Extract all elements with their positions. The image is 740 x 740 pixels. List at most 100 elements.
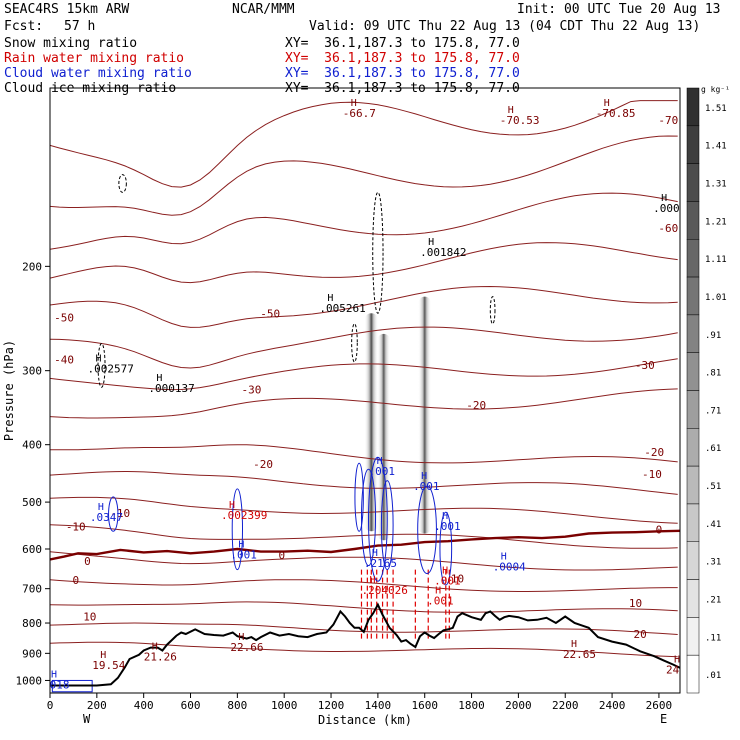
colorbar-segment xyxy=(686,390,700,429)
contour-label: 20 xyxy=(634,628,647,641)
extremum-label: .018 xyxy=(43,679,70,692)
extremum-label: .001 xyxy=(413,480,440,493)
temperature-contour xyxy=(50,496,678,524)
y-tick-label: 600 xyxy=(22,543,42,556)
high-marker: H xyxy=(661,193,667,204)
temperature-contour xyxy=(50,242,678,284)
high-marker: H xyxy=(442,566,448,577)
cloud-water-contour xyxy=(354,462,364,532)
extremum-label: 19.54 xyxy=(92,659,125,672)
contour-label: -10 xyxy=(642,468,662,481)
extremum-label: .002577 xyxy=(88,362,134,375)
colorbar-segment xyxy=(686,314,700,353)
terrain-line xyxy=(50,602,680,687)
contour-label: -30 xyxy=(635,359,655,372)
contour-label: -40 xyxy=(54,354,74,367)
cloud-ice-contour xyxy=(489,296,496,325)
xy-rain: XY= 36.1,187.3 to 175.8, 77.0 xyxy=(285,51,520,66)
temperature-contour xyxy=(50,551,678,571)
y-tick-label: 300 xyxy=(22,365,42,378)
colorbar-segment xyxy=(686,617,700,656)
extremum-label: 22.66 xyxy=(230,641,263,654)
y-axis-title: Pressure (hPa) xyxy=(2,340,16,441)
contour-label: -10 xyxy=(66,520,86,533)
high-marker: H xyxy=(372,548,378,559)
contour-label: 0 xyxy=(656,524,663,537)
high-marker: H xyxy=(571,639,577,650)
x-tick-label: 2000 xyxy=(505,699,532,712)
contour-label: -50 xyxy=(260,308,280,321)
contour-label: -20 xyxy=(644,446,664,459)
field-name-rain: Rain water mixing ratio xyxy=(4,51,185,66)
cloud-water-contour xyxy=(360,468,377,567)
model-name: SEAC4RS 15km ARW xyxy=(4,2,130,17)
cloud-water-contour xyxy=(417,485,437,575)
contour-label: 0 xyxy=(72,574,79,587)
cloud-water-contour xyxy=(368,456,388,582)
contour-label: -50 xyxy=(54,312,74,325)
contour-label: -60 xyxy=(658,222,678,235)
contour-label: 10 xyxy=(83,610,96,623)
colorbar-label: .41 xyxy=(705,520,721,530)
colorbar-label: 1.31 xyxy=(705,180,727,190)
x-tick-label: 400 xyxy=(134,699,154,712)
extremum-label: .204026 xyxy=(362,584,408,597)
high-marker: H xyxy=(152,642,158,653)
extremum-label: .0004 xyxy=(493,560,526,573)
extremum-label: .0347 xyxy=(90,511,123,524)
high-marker: H xyxy=(428,237,434,248)
extremum-label: -70.85 xyxy=(596,107,636,120)
temperature-contour xyxy=(50,444,678,464)
temperature-contour xyxy=(50,641,678,658)
contour-label: -20 xyxy=(466,399,486,412)
temperature-contour xyxy=(50,358,678,391)
cloud-ice-contour xyxy=(351,323,358,363)
colorbar-segment xyxy=(686,541,700,580)
extremum-label: .001 xyxy=(434,520,461,533)
cloud-ice-contour xyxy=(372,191,384,314)
field-name-snow: Snow mixing ratio xyxy=(4,36,138,51)
west-label: W xyxy=(83,712,91,726)
high-marker: H xyxy=(435,585,441,596)
contour-label: -70 xyxy=(658,114,678,127)
y-tick-label: 500 xyxy=(22,496,42,509)
extremum-label: .001842 xyxy=(420,246,466,259)
high-marker: H xyxy=(51,670,57,681)
high-marker: H xyxy=(96,353,102,364)
y-tick-label: 700 xyxy=(22,583,42,596)
zero-isotherm xyxy=(50,529,680,561)
cloud-ice-contour xyxy=(118,174,127,193)
colorbar-label: 1.01 xyxy=(705,293,727,303)
colorbar-label: .01 xyxy=(705,671,721,681)
high-marker: H xyxy=(501,551,507,562)
colorbar-label: .91 xyxy=(705,331,721,341)
contour-label: 0 xyxy=(84,555,91,568)
extremum-label: 24.60 xyxy=(666,663,699,676)
extremum-label: .001 xyxy=(427,594,454,607)
high-marker: H xyxy=(351,98,357,109)
high-marker: H xyxy=(377,456,383,467)
high-marker: H xyxy=(327,293,333,304)
field-name-cloud-water: Cloud water mixing ratio xyxy=(4,66,192,81)
temperature-contour xyxy=(50,192,678,250)
cloud-water-contour xyxy=(439,511,453,586)
colorbar-segment xyxy=(686,428,700,467)
contour-label: 10 xyxy=(629,597,642,610)
colorbar-segment xyxy=(686,163,700,202)
y-tick-label: 900 xyxy=(22,647,42,660)
contour-label: 10 xyxy=(451,572,464,585)
x-tick-label: 2200 xyxy=(552,699,579,712)
temperature-contour xyxy=(50,524,678,549)
high-marker: H xyxy=(98,502,104,513)
x-tick-label: 1800 xyxy=(458,699,485,712)
cloud-water-contour xyxy=(108,496,119,532)
temperature-contour xyxy=(50,285,678,328)
init-time: Init: 00 UTC Tue 20 Aug 13 xyxy=(517,2,721,17)
cloud-water-contour xyxy=(380,480,394,571)
extremum-label: .0000 xyxy=(653,202,686,215)
extremum-label: .002399 xyxy=(221,509,267,522)
plot-content: -70 -60 -50 -50 -40 -30 -30 -20 -20 -20 -10 -10 -10 0… xyxy=(43,98,699,693)
high-marker: H xyxy=(238,539,244,550)
